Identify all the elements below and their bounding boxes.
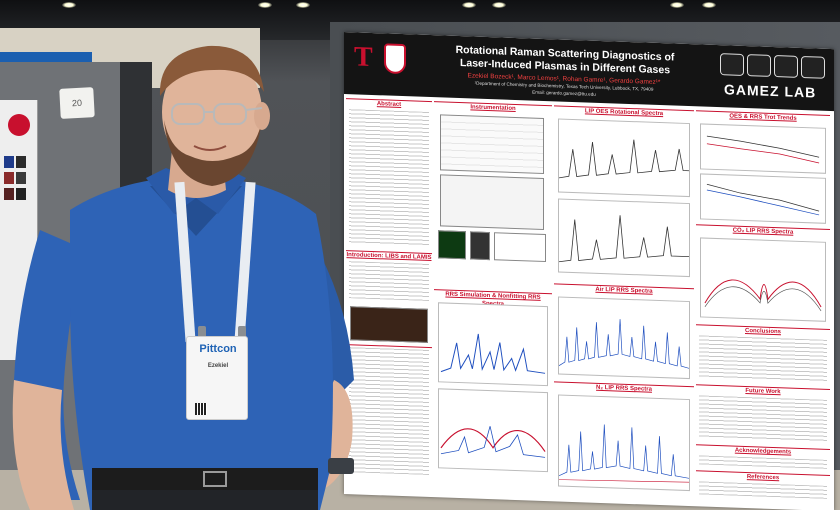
ceiling-light <box>702 2 716 8</box>
body-text <box>699 395 827 443</box>
section-title: N₂ LIP RRS Spectra <box>596 384 652 393</box>
ceiling-light <box>492 2 506 8</box>
image-tile <box>4 188 14 200</box>
air-rrs-plot <box>558 296 690 380</box>
conclusions-section: Conclusions <box>696 324 830 387</box>
university-seal-icon <box>384 43 406 75</box>
plasma-image <box>438 230 466 260</box>
setup-diagram <box>440 174 544 230</box>
badge-clip <box>238 326 246 340</box>
badge-brand: Pittcon <box>199 343 237 355</box>
section-title: Air LIP RRS Spectra <box>595 286 653 295</box>
nonfitting-plot <box>438 388 548 473</box>
ceiling-light <box>462 2 476 8</box>
simulation-plot <box>438 302 548 387</box>
body-text <box>699 335 827 383</box>
image-tile <box>16 172 26 184</box>
cc-by-icon <box>747 54 771 77</box>
university-logo-icon <box>8 114 30 136</box>
raman-diagram <box>494 232 546 263</box>
ceiling-light <box>258 2 272 8</box>
n2-oes-plot <box>558 198 690 278</box>
co2-rrs-section: CO₂ LIP RRS Spectra <box>696 224 830 327</box>
section-title: LIP OES Rotational Spectra <box>584 108 664 118</box>
section-title: Instrumentation <box>470 104 516 112</box>
n2-rrs-plot <box>558 394 690 492</box>
lab-logo-icons <box>720 53 828 79</box>
name-badge: Pittcon Ezekiel <box>186 336 248 420</box>
badge-clip <box>198 326 206 340</box>
oes-spectrum-plot <box>558 118 690 198</box>
image-tile <box>4 172 14 184</box>
ceiling-light <box>670 2 684 8</box>
parameters-table <box>440 114 544 174</box>
image-tile <box>16 188 26 200</box>
lab-name: GAMEZ LAB <box>724 81 817 101</box>
image-tile <box>16 156 26 168</box>
rrs-simulation-section: RRS Simulation & Nonfitting RRS Spectra <box>434 289 552 494</box>
presenter: Pittcon Ezekiel <box>0 0 380 510</box>
body-text <box>699 455 827 469</box>
poster-column-3: LIP OES Rotational Spectra Air LIP RRS S… <box>554 105 694 502</box>
prism-icon <box>774 55 798 78</box>
references-section: References <box>696 470 830 503</box>
camera-image <box>470 231 490 261</box>
ceiling-light <box>296 2 310 8</box>
presenter-figure <box>12 45 354 510</box>
trend-plot-1 <box>700 123 826 174</box>
badge-name: Ezekiel <box>207 363 229 369</box>
body-text <box>699 481 827 499</box>
badge-qr-code <box>195 403 207 415</box>
instrumentation-section: Instrumentation <box>434 101 552 292</box>
poster-column-2: Instrumentation RRS Simulation & Nonfitt… <box>434 101 552 497</box>
trend-plot-2 <box>700 173 826 224</box>
oes-rrs-trends-section: OES & RRS Trot Trends <box>696 110 830 227</box>
section-title: CO₂ LIP RRS Spectra <box>732 227 794 236</box>
co2-rrs-plot <box>700 237 826 322</box>
acknowledgements-section: Acknowledgements <box>696 444 830 473</box>
air-rrs-section: Air LIP RRS Spectra <box>554 283 694 385</box>
future-work-section: Future Work <box>696 384 830 447</box>
feather-icon <box>801 55 825 79</box>
atom-icon <box>720 53 744 76</box>
ceiling-light <box>62 2 76 8</box>
poster-column-4: OES & RRS Trot Trends CO₂ LIP RRS Spectr… <box>696 110 830 507</box>
n2-rrs-section: N₂ LIP RRS Spectra <box>554 381 694 499</box>
research-poster: T Rotational Raman Scattering Diagnostic… <box>344 32 834 510</box>
section-title: OES & RRS Trot Trends <box>729 113 797 122</box>
image-tile <box>4 156 14 168</box>
lip-oes-section: LIP OES Rotational Spectra <box>554 105 694 287</box>
